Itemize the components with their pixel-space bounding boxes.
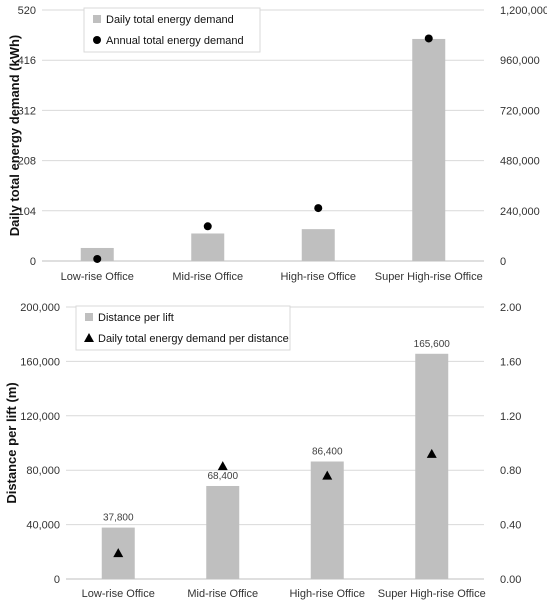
- legend-label: Daily total energy demand: [106, 14, 234, 26]
- y2-tick-label: 1.60: [500, 356, 521, 368]
- legend-label: Distance per lift: [98, 312, 174, 324]
- y-tick-label: 520: [18, 5, 36, 17]
- y-tick-label: 40,000: [26, 520, 60, 532]
- y2-tick-label: 0: [500, 256, 506, 268]
- bar: [191, 233, 225, 261]
- y2-tick-label: 240,000: [500, 206, 540, 218]
- bar: [310, 461, 344, 579]
- y2-tick-label: 960,000: [500, 55, 540, 67]
- x-tick-label: Low-rise Office: [82, 588, 155, 600]
- scatter-point: [93, 254, 102, 263]
- legend-swatch: [84, 333, 94, 342]
- x-tick-label: High-rise Office: [280, 271, 356, 283]
- x-tick-label: Super High-rise Office: [378, 588, 486, 600]
- data-label: 86,400: [312, 446, 343, 457]
- y2-tick-label: 0.40: [500, 520, 521, 532]
- legend-swatch: [85, 313, 93, 321]
- chart-panel-1: 0 104 208 312 416 520 0 240,000 480,000 720,000 96…: [7, 5, 547, 283]
- x-tick-label: Low-rise Office: [61, 271, 134, 283]
- legend-label: Daily total energy demand per distance: [98, 333, 289, 345]
- y2-tick-label: 1,200,000: [500, 5, 547, 17]
- triangle-point: [426, 448, 437, 458]
- data-label: 37,800: [103, 513, 134, 524]
- y-axis-title: Distance per lift (m): [4, 382, 19, 503]
- y-tick-label: 80,000: [26, 465, 60, 477]
- y2-tick-label: 2.00: [500, 302, 521, 314]
- y-tick-label: 208: [18, 156, 36, 168]
- y-tick-label: 0: [54, 574, 60, 586]
- scatter-point: [314, 204, 323, 213]
- data-label: 68,400: [207, 471, 238, 482]
- x-tick-label: Mid-rise Office: [187, 588, 258, 600]
- y-tick-label: 104: [18, 206, 36, 218]
- bar: [412, 38, 446, 261]
- y-tick-label: 120,000: [20, 411, 60, 423]
- scatter-point: [424, 34, 433, 43]
- legend-label: Annual total energy demand: [106, 35, 244, 47]
- y2-tick-label: 1.20: [500, 411, 521, 423]
- legend-swatch: [93, 15, 101, 23]
- x-tick-label: High-rise Office: [289, 588, 365, 600]
- y-tick-label: 0: [30, 256, 36, 268]
- y-tick-label: 416: [18, 55, 36, 67]
- y2-tick-label: 720,000: [500, 105, 540, 117]
- y-axis-title: Daily total energy demand (kWh): [7, 35, 22, 237]
- y2-tick-label: 0.80: [500, 465, 521, 477]
- y-tick-label: 160,000: [20, 356, 60, 368]
- bar: [80, 247, 114, 261]
- legend: Daily total energy demand Annual total en…: [83, 7, 261, 53]
- y2-tick-label: 480,000: [500, 156, 540, 168]
- legend-swatch: [93, 36, 101, 44]
- triangle-point: [113, 548, 124, 558]
- bar: [301, 229, 335, 261]
- bar: [415, 353, 449, 579]
- y-tick-label: 312: [18, 105, 36, 117]
- legend: Distance per lift Daily total energy dema…: [75, 305, 291, 351]
- data-label: 165,600: [414, 339, 451, 350]
- x-tick-label: Super High-rise Office: [375, 271, 483, 283]
- y2-tick-label: 0.00: [500, 574, 521, 586]
- bar: [206, 485, 240, 579]
- x-tick-label: Mid-rise Office: [172, 271, 243, 283]
- scatter-point: [203, 222, 212, 231]
- chart-panel-2: 0 40,000 80,000 120,000 160,000 200,000 0.00 0.…: [4, 302, 521, 600]
- legend-box: [83, 7, 261, 53]
- y-tick-label: 200,000: [20, 302, 60, 314]
- legend-box: [75, 305, 291, 351]
- triangle-point: [217, 461, 228, 471]
- triangle-point: [322, 470, 333, 480]
